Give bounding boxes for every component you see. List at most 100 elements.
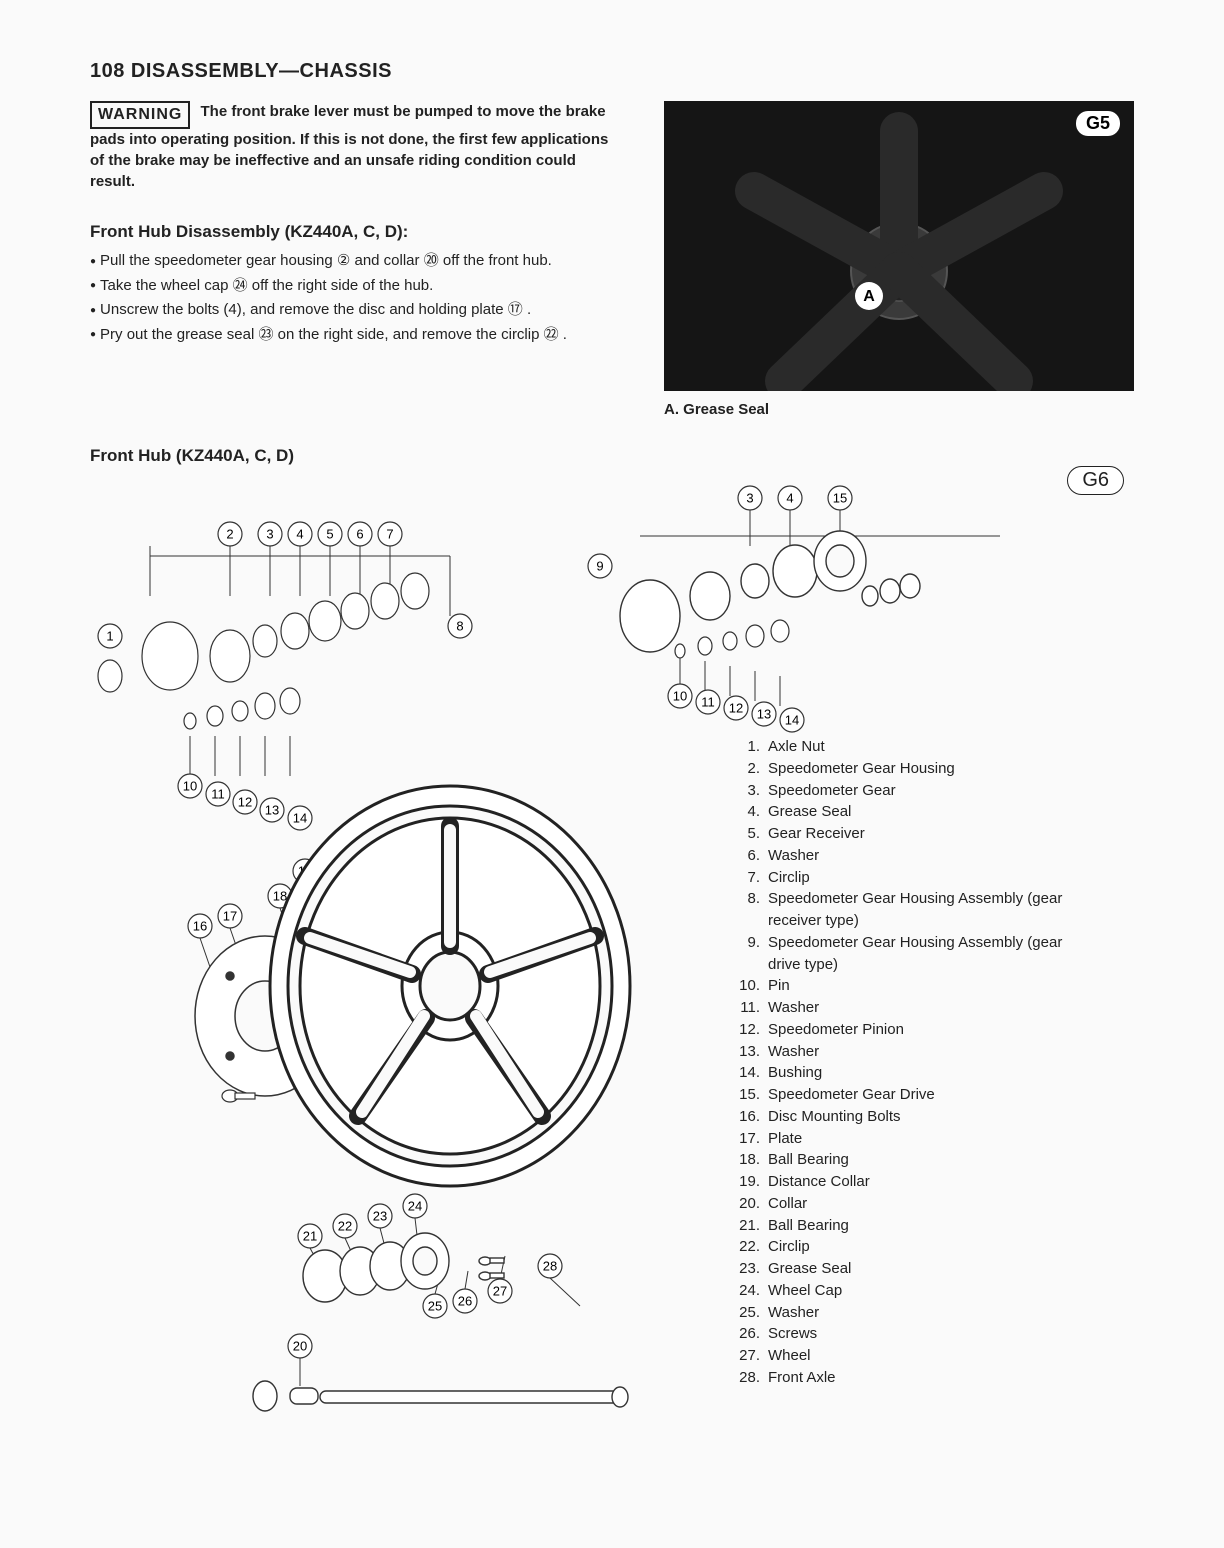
callouts-second: 10 11 12 13 14 xyxy=(178,774,312,830)
svg-text:27: 27 xyxy=(493,1284,507,1299)
part-number: 22. xyxy=(730,1236,760,1258)
svg-text:8: 8 xyxy=(456,619,463,634)
part-name: Ball Bearing xyxy=(768,1149,849,1171)
parts-list-row: 15. Speedometer Gear Drive xyxy=(730,1084,1088,1106)
part-name: Wheel Cap xyxy=(768,1280,842,1302)
page-header: 108 DISASSEMBLY—CHASSIS xyxy=(90,60,1134,83)
parts-list: 1. Axle Nut 2. Speedometer Gear Housing3.Sp… xyxy=(730,736,1088,1389)
part-name: Collar xyxy=(768,1193,807,1215)
svg-text:4: 4 xyxy=(786,491,793,506)
diagram-title: Front Hub (KZ440A, C, D) xyxy=(90,446,1134,466)
svg-text:2: 2 xyxy=(226,527,233,542)
svg-text:10: 10 xyxy=(183,779,197,794)
svg-text:7: 7 xyxy=(386,527,393,542)
left-column-top: WARNING The front brake lever must be pu… xyxy=(90,101,624,418)
part-name: Grease Seal xyxy=(768,1258,851,1280)
disassembly-steps: Pull the speedometer gear housing ② and … xyxy=(90,250,624,346)
svg-text:14: 14 xyxy=(293,811,307,826)
parts-list-row: 7.Circlip xyxy=(730,867,1088,889)
svg-text:3: 3 xyxy=(746,491,753,506)
parts-list-row: 17.Plate xyxy=(730,1128,1088,1150)
svg-text:25: 25 xyxy=(428,1299,442,1314)
callouts-variant-low: 10 11 12 13 14 xyxy=(668,684,804,732)
svg-text:5: 5 xyxy=(326,527,333,542)
part-name: Speedometer Gear Housing xyxy=(768,758,955,780)
part-name: Ball Bearing xyxy=(768,1215,849,1237)
part-number: 23. xyxy=(730,1258,760,1280)
svg-text:21: 21 xyxy=(303,1229,317,1244)
svg-text:11: 11 xyxy=(701,695,715,710)
svg-text:28: 28 xyxy=(543,1259,557,1274)
g5-badge: G5 xyxy=(1076,111,1120,136)
svg-text:15: 15 xyxy=(833,491,847,506)
step: Pull the speedometer gear housing ② and … xyxy=(90,250,624,273)
step: Pry out the grease seal ㉓ on the right s… xyxy=(90,324,624,347)
part-name: Speedometer Pinion xyxy=(768,1019,904,1041)
parts-list-row: 14.Bushing xyxy=(730,1062,1088,1084)
parts-list-row: 11.Washer xyxy=(730,997,1088,1019)
parts-list-row: 28.Front Axle xyxy=(730,1367,1088,1389)
svg-text:12: 12 xyxy=(238,795,252,810)
parts-list-row: 16.Disc Mounting Bolts xyxy=(730,1106,1088,1128)
svg-text:9: 9 xyxy=(596,559,603,574)
parts-list-row: 22. Circlip xyxy=(730,1236,1088,1258)
part-number: 9. xyxy=(730,932,760,976)
part-number: 10. xyxy=(730,975,760,997)
svg-text:17: 17 xyxy=(223,909,237,924)
svg-text:23: 23 xyxy=(373,1209,387,1224)
part-number: 21. xyxy=(730,1215,760,1237)
part-name: Washer xyxy=(768,1041,819,1063)
part-name: Disc Mounting Bolts xyxy=(768,1106,901,1128)
part-name: Distance Collar xyxy=(768,1171,870,1193)
part-number: 15. xyxy=(730,1084,760,1106)
g6-badge: G6 xyxy=(1067,466,1124,495)
part-name: Bushing xyxy=(768,1062,822,1084)
part-number: 20. xyxy=(730,1193,760,1215)
parts-list-row: 19.Distance Collar xyxy=(730,1171,1088,1193)
svg-text:1: 1 xyxy=(106,629,113,644)
part-number: 24. xyxy=(730,1280,760,1302)
part-number: 1. xyxy=(730,736,760,758)
parts-list-row: 1. Axle Nut xyxy=(730,736,1088,758)
part-name: Pin xyxy=(768,975,790,997)
svg-text:6: 6 xyxy=(356,527,363,542)
part-name: Speedometer Gear Drive xyxy=(768,1084,935,1106)
part-name: Axle Nut xyxy=(768,736,825,758)
svg-text:13: 13 xyxy=(265,803,279,818)
part-name: Circlip xyxy=(768,1236,810,1258)
part-number: 26. xyxy=(730,1323,760,1345)
part-number: 2. xyxy=(730,758,760,780)
parts-list-row: 27.Wheel xyxy=(730,1345,1088,1367)
parts-list-row: 18.Ball Bearing xyxy=(730,1149,1088,1171)
part-name: Washer xyxy=(768,845,819,867)
part-name: Speedometer Gear xyxy=(768,780,896,802)
parts-list-row: 13. Washer xyxy=(730,1041,1088,1063)
part-number: 12. xyxy=(730,1019,760,1041)
parts-list-row: 9.Speedometer Gear Housing Assembly (gea… xyxy=(730,932,1088,976)
part-name: Grease Seal xyxy=(768,801,851,823)
photo-g5: A G5 xyxy=(664,101,1134,391)
step: Take the wheel cap ㉔ off the right side … xyxy=(90,275,624,298)
part-name: Speedometer Gear Housing Assembly (gear … xyxy=(768,932,1088,976)
svg-text:4: 4 xyxy=(296,527,303,542)
part-number: 13. xyxy=(730,1041,760,1063)
svg-text:10: 10 xyxy=(673,689,687,704)
parts-list-row: 23. Grease Seal xyxy=(730,1258,1088,1280)
svg-text:A: A xyxy=(863,288,875,305)
part-name: Washer xyxy=(768,997,819,1019)
svg-text:22: 22 xyxy=(338,1219,352,1234)
svg-text:3: 3 xyxy=(266,527,273,542)
exploded-diagram-right: 3 4 15 9 10 11 12 13 14 xyxy=(560,476,1040,736)
part-name: Circlip xyxy=(768,867,810,889)
part-name: Gear Receiver xyxy=(768,823,865,845)
photo-caption: A. Grease Seal xyxy=(664,401,1134,418)
step: Unscrew the bolts (4), and remove the di… xyxy=(90,299,624,322)
disassembly-title: Front Hub Disassembly (KZ440A, C, D): xyxy=(90,222,624,242)
warning-block: WARNING The front brake lever must be pu… xyxy=(90,101,624,192)
parts-list-row: 12. Speedometer Pinion xyxy=(730,1019,1088,1041)
part-name: Washer xyxy=(768,1302,819,1324)
part-name: Wheel xyxy=(768,1345,811,1367)
parts-list-row: 3.Speedometer Gear xyxy=(730,780,1088,802)
parts-list-row: 20. Collar xyxy=(730,1193,1088,1215)
part-number: 8. xyxy=(730,888,760,932)
